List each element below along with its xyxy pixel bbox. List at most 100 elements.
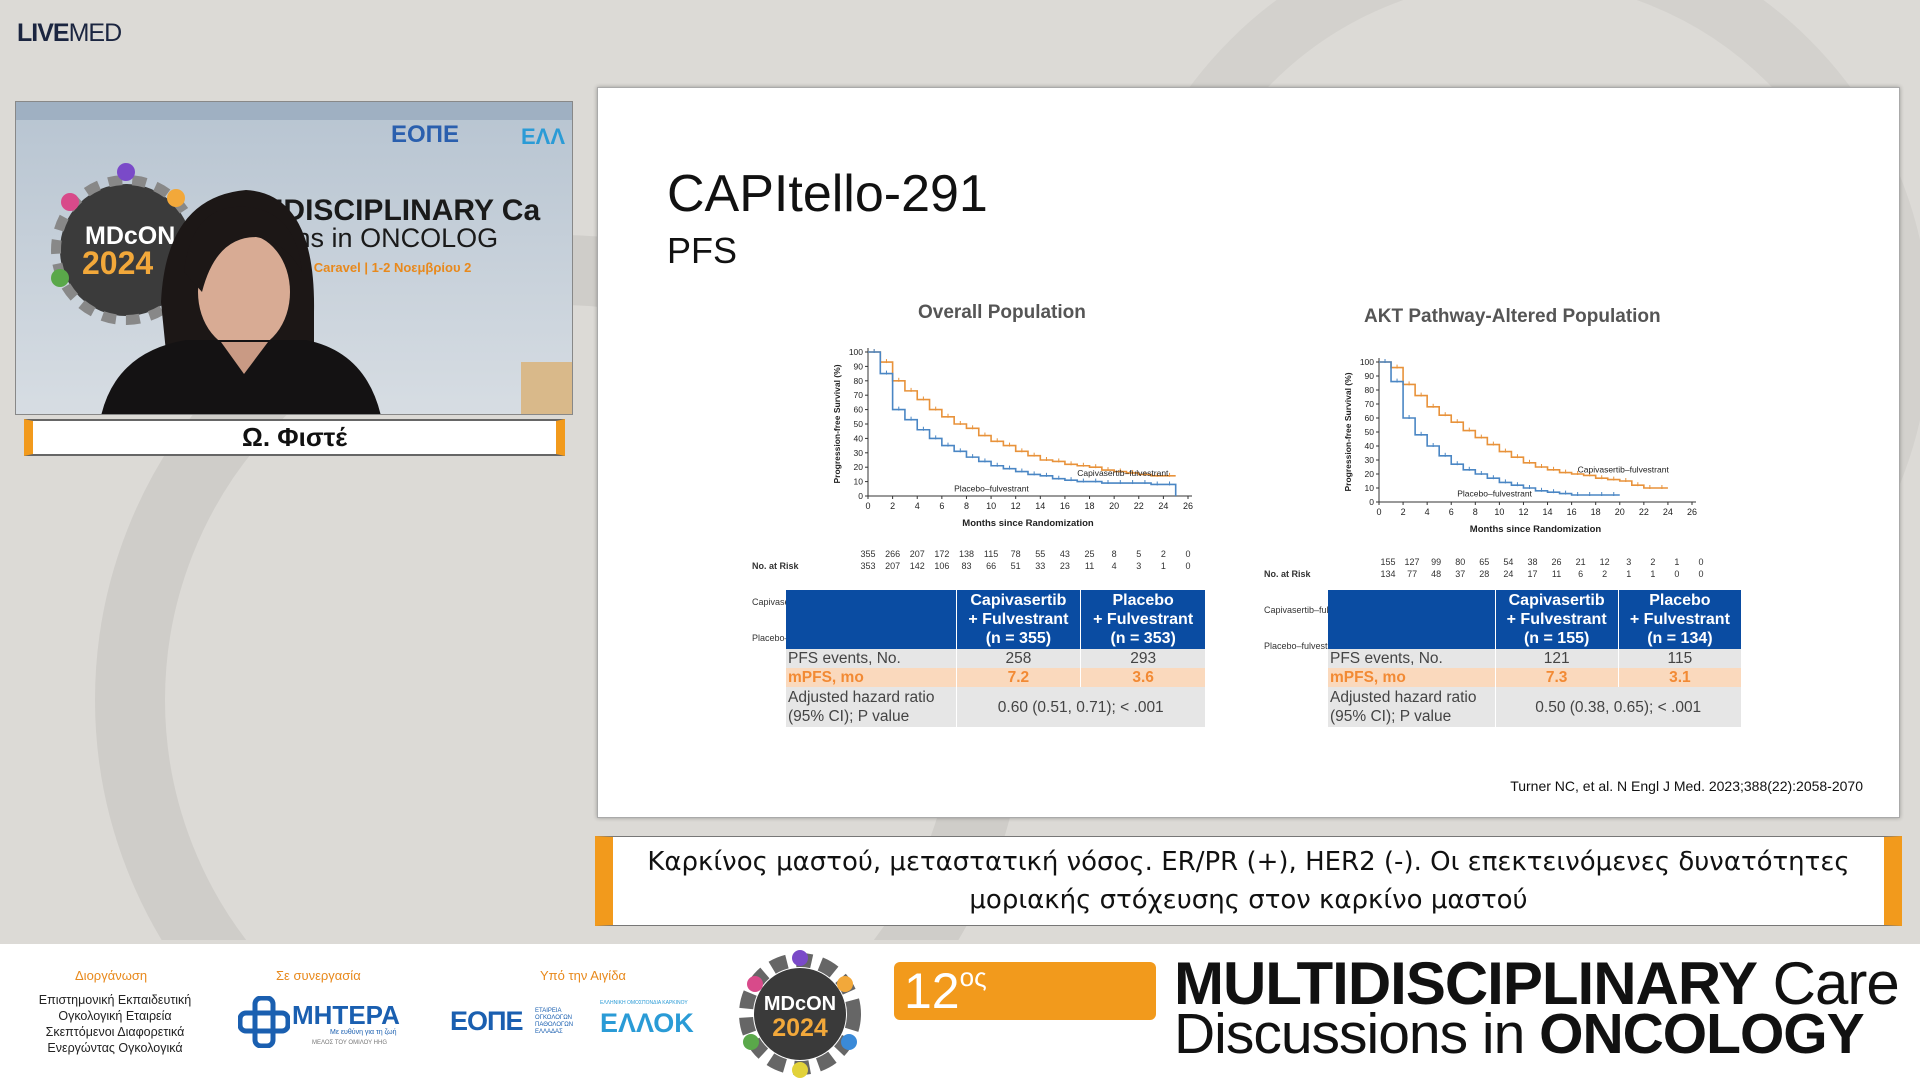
x-tick-label: 6	[939, 501, 944, 511]
table-header-blank	[786, 590, 956, 649]
backdrop-badge: MDcON 2024	[51, 163, 203, 325]
brand-line2: Discussions in ONCOLOGY	[1174, 1002, 1865, 1066]
series-label: Capivasertib–fulvestrant	[1077, 468, 1169, 478]
label-organizer: Διοργάνωση	[75, 968, 148, 983]
y-axis-label: Progression-free Survival (%)	[1343, 372, 1353, 491]
risk-value: 0	[1185, 549, 1190, 559]
risk-row-label: Capivasertib–fulvestrant	[1264, 605, 1361, 615]
y-tick-label: 100	[1360, 357, 1374, 367]
risk-value: 12	[1600, 557, 1610, 567]
table-row: Adjusted hazard ratio (95% CI); P value 0…	[1328, 687, 1741, 727]
table-row: mPFS, mo 7.3 3.1	[1328, 668, 1741, 687]
ellok-logo: ΕΛΛΟΚ	[600, 1008, 694, 1038]
risk-value: 37	[1455, 569, 1465, 579]
x-axis-label: Months since Randomization	[962, 518, 1094, 529]
risk-value: 353	[860, 561, 875, 571]
mdcon-badge-logo: MDcON 2024	[739, 950, 861, 1078]
x-tick-label: 10	[1494, 507, 1504, 517]
speaker-video-frame: MDcON 2024 ULTIDISCIPLINARY Ca cussions …	[16, 102, 572, 414]
svg-text:2024: 2024	[82, 245, 153, 281]
series-label: Placebo–fulvestrant	[954, 484, 1029, 494]
y-tick-label: 0	[858, 491, 863, 501]
risk-value: 172	[934, 549, 949, 559]
svg-text:MDcON: MDcON	[85, 222, 175, 250]
presentation-slide: CAPItello-291 PFS Overall Population 0 10…	[597, 87, 1900, 818]
table-row: PFS events, No. 121 115	[1328, 649, 1741, 668]
risk-value: 80	[1455, 557, 1465, 567]
x-tick-label: 20	[1615, 507, 1625, 517]
x-tick-label: 24	[1663, 507, 1673, 517]
svg-text:2024: 2024	[772, 1014, 828, 1042]
table-header-capi: Capivasertib + Fulvestrant (n = 355)	[955, 590, 1081, 649]
y-tick-label: 90	[1365, 371, 1375, 381]
x-tick-label: 26	[1183, 501, 1193, 511]
risk-value: 65	[1479, 557, 1489, 567]
risk-row-capi: Capivasertib–fulvestrant	[1264, 604, 1361, 616]
table-row: PFS events, No. 258 293	[786, 649, 1205, 668]
risk-value: 26	[1552, 557, 1562, 567]
y-tick-label: 30	[854, 448, 864, 458]
risk-value: 28	[1479, 569, 1489, 579]
x-axis-label: Months since Randomization	[1470, 524, 1602, 535]
caption-line2: μοριακής στόχευσης στον καρκίνο μαστού	[969, 885, 1528, 915]
risk-value: 134	[1380, 569, 1395, 579]
series-label: Capivasertib–fulvestrant	[1578, 465, 1670, 475]
label-auspices: Υπό την Αιγίδα	[540, 968, 626, 983]
risk-header: No. at Risk	[1264, 569, 1311, 579]
brand-line1: MULTIDISCIPLINARY Care	[1174, 950, 1900, 1017]
risk-value: 2	[1650, 557, 1655, 567]
x-tick-label: 14	[1543, 507, 1553, 517]
caption-line1: Καρκίνος μαστού, μεταστατική νόσος. ER/P…	[647, 847, 1850, 877]
risk-value: 21	[1576, 557, 1586, 567]
sponsor-footer: Διοργάνωση Επιστημονική Εκπαιδευτική Ογκο…	[0, 944, 1920, 1080]
speaker-name: Ω. Φιστέ	[242, 422, 347, 452]
years-badge: 12ος χρόνος	[894, 962, 1156, 1077]
table-row: Adjusted hazard ratio (95% CI); P value 0…	[786, 687, 1205, 727]
x-tick-label: 22	[1134, 501, 1144, 511]
risk-value: 3	[1136, 561, 1141, 571]
risk-value: 207	[885, 561, 900, 571]
risk-value: 55	[1035, 549, 1045, 559]
panel-overall-title: Overall Population	[918, 302, 1086, 323]
y-tick-label: 50	[854, 419, 864, 429]
risk-value: 77	[1407, 569, 1417, 579]
x-tick-label: 12	[1518, 507, 1528, 517]
y-tick-label: 60	[1365, 413, 1375, 423]
risk-value: 1	[1674, 557, 1679, 567]
km-curve-placebo	[1379, 361, 1620, 496]
risk-value: 4	[1112, 561, 1117, 571]
risk-value: 24	[1503, 569, 1513, 579]
risk-value: 83	[961, 561, 971, 571]
risk-table-akt: No. at Risk Capivasertib–fulvestrant Pla…	[1264, 544, 1361, 676]
x-tick-label: 4	[1425, 507, 1430, 517]
x-tick-label: 18	[1085, 501, 1095, 511]
risk-value: 1	[1626, 569, 1631, 579]
livemed-logo: LIVEMED	[17, 19, 122, 47]
risk-value: 25	[1085, 549, 1095, 559]
x-tick-label: 20	[1109, 501, 1119, 511]
risk-value: 266	[885, 549, 900, 559]
risk-header: No. at Risk	[752, 561, 799, 571]
risk-value: 355	[860, 549, 875, 559]
panel-akt-title: AKT Pathway-Altered Population	[1364, 306, 1661, 327]
speaker-nameplate: Ω. Φιστέ	[24, 419, 565, 456]
x-tick-label: 8	[1473, 507, 1478, 517]
risk-value: 48	[1431, 569, 1441, 579]
risk-value: 0	[1698, 569, 1703, 579]
x-tick-label: 4	[915, 501, 920, 511]
table-header-capi: Capivasertib + Fulvestrant (n = 155)	[1494, 590, 1619, 649]
y-tick-label: 80	[1365, 385, 1375, 395]
x-tick-label: 0	[865, 501, 870, 511]
x-tick-label: 0	[1376, 507, 1381, 517]
risk-value: 207	[910, 549, 925, 559]
table-header-blank	[1328, 590, 1495, 649]
risk-values-akt: 1551341277799488037652854243817261121612…	[1380, 557, 1703, 579]
results-table-overall: Capivasertib + Fulvestrant (n = 355) Place…	[786, 590, 1205, 727]
organizer-text: Επιστημονική Εκπαιδευτική Ογκολογική Εται…	[38, 993, 192, 1055]
risk-values-overall: 3553532662072071421721061388311566785155…	[860, 549, 1190, 571]
x-tick-label: 26	[1687, 507, 1697, 517]
risk-value: 11	[1552, 569, 1561, 579]
y-tick-label: 100	[849, 347, 863, 357]
